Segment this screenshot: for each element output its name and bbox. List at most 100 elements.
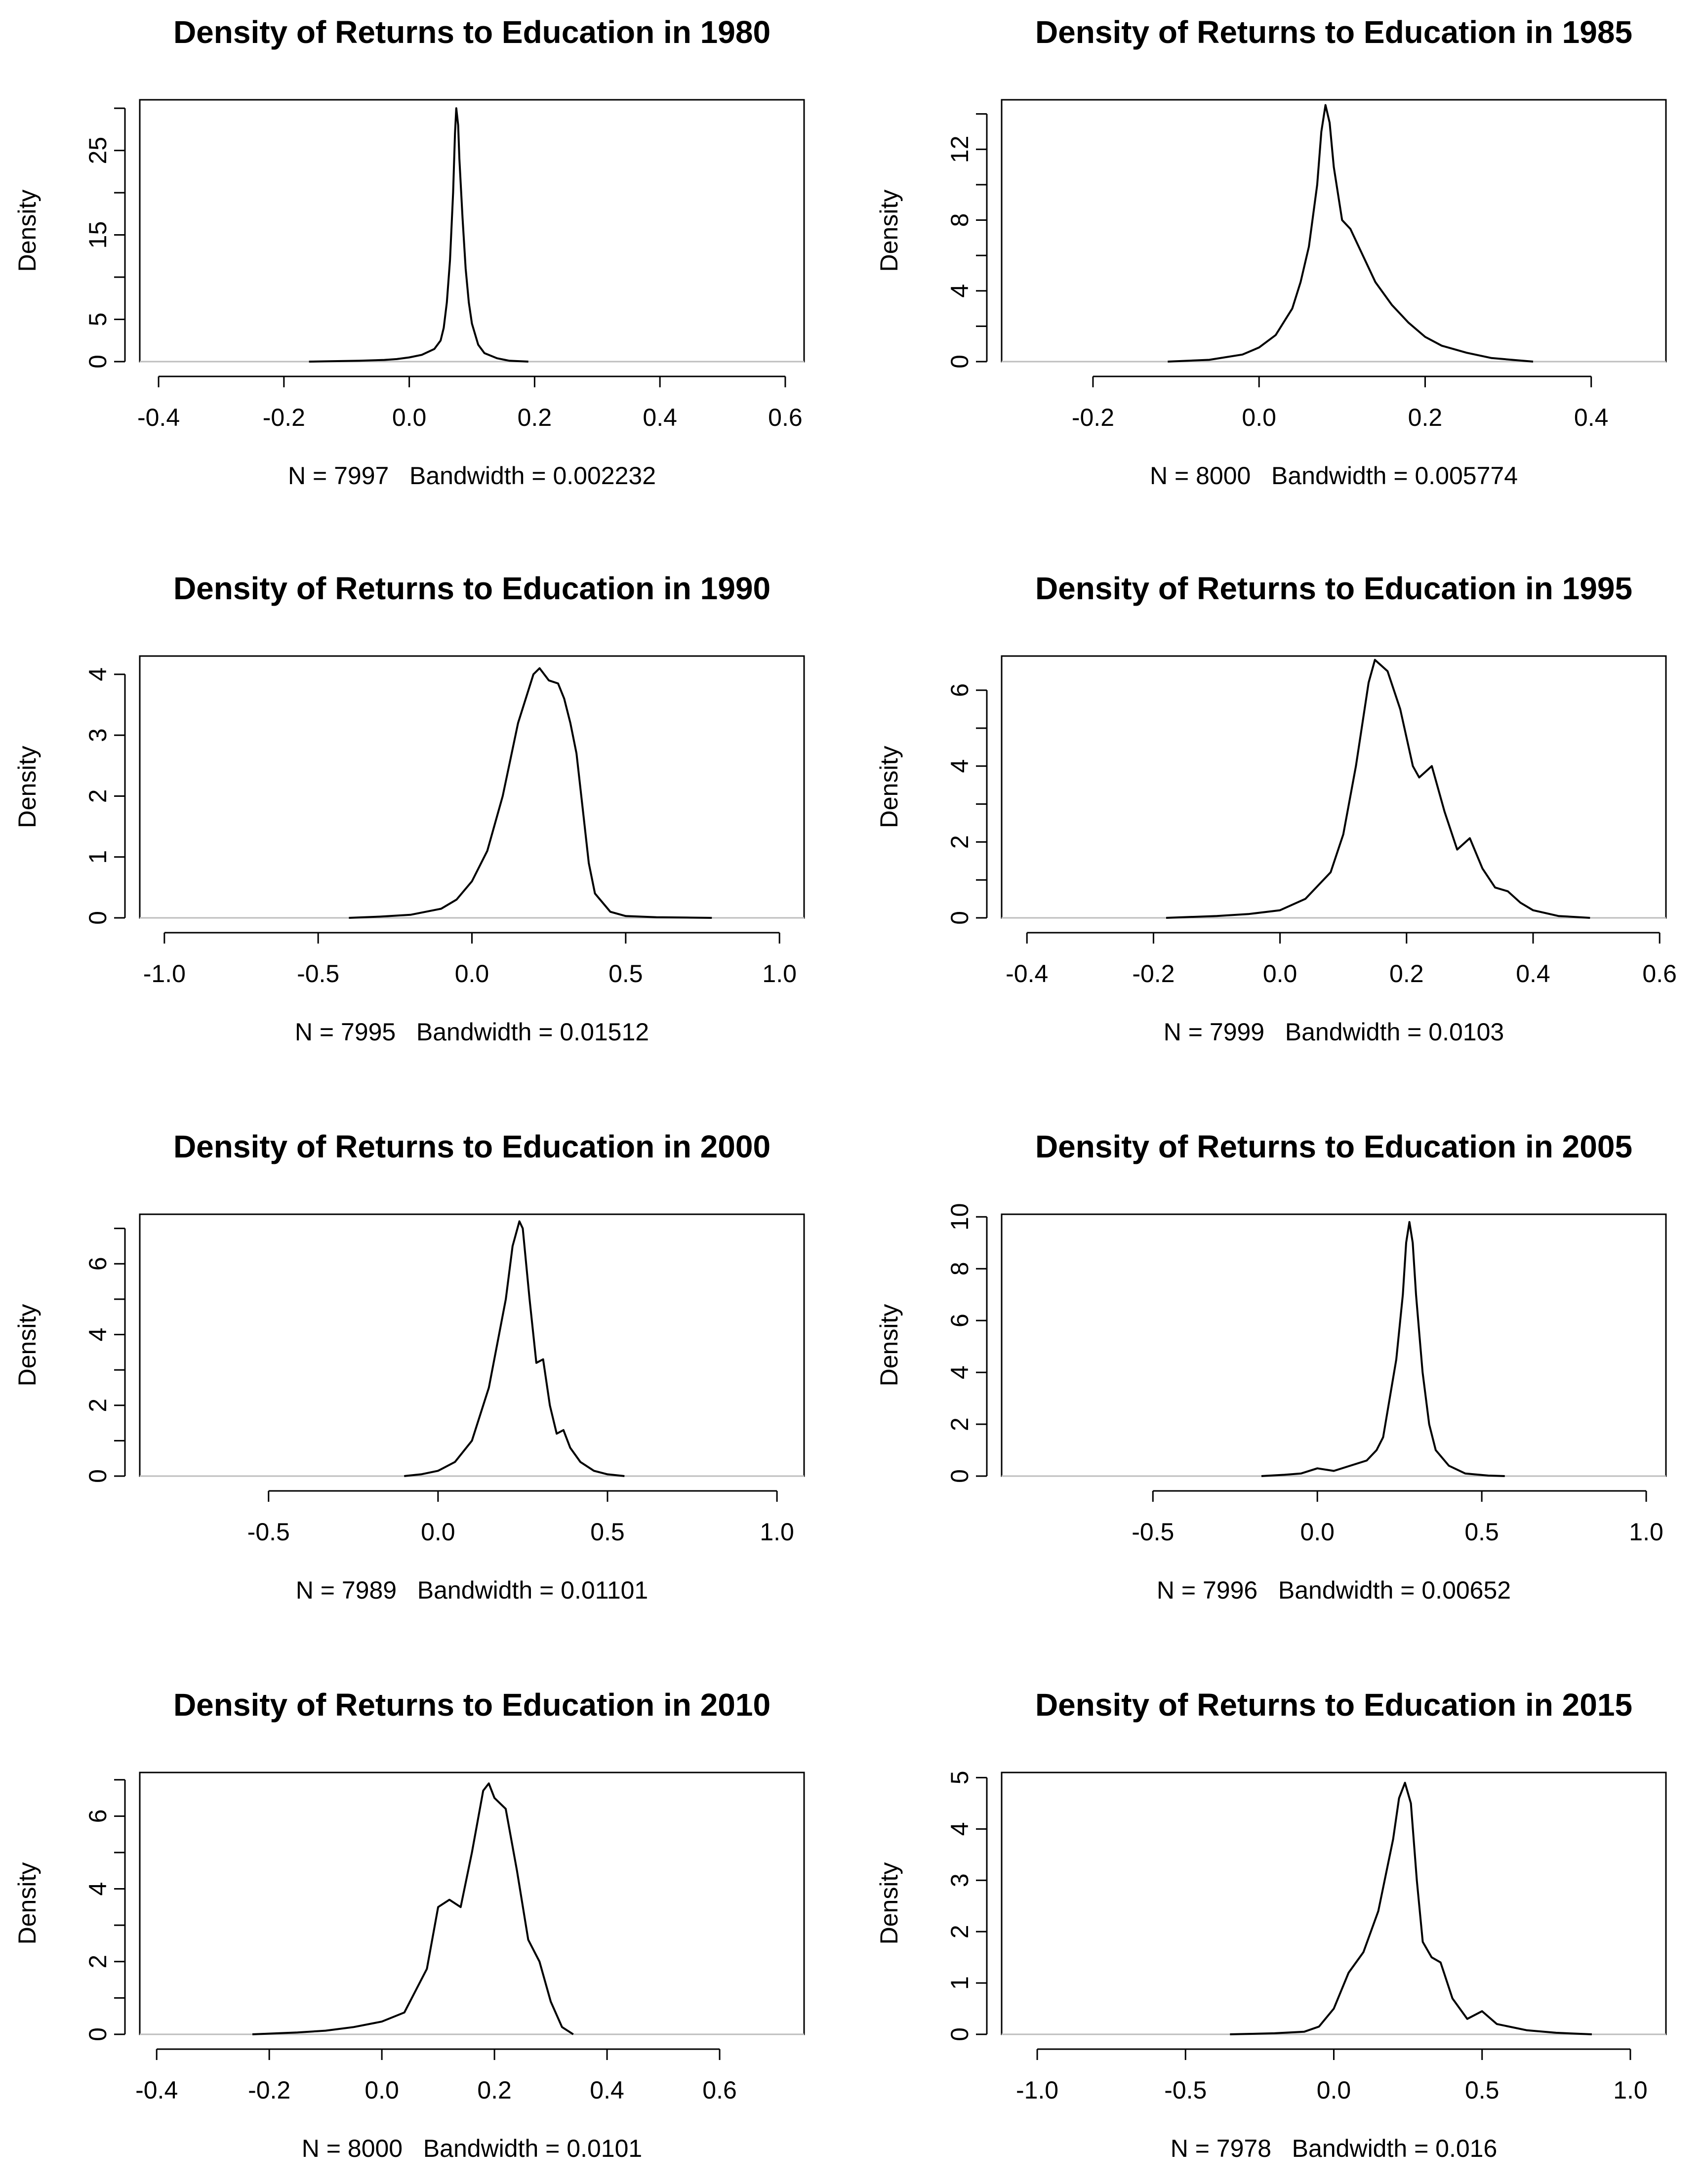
panel-4-x-tick-label: 1.0 [760,1518,794,1546]
panel-2-density-curve [349,667,712,919]
panel-5-subtitle: N = 7996 Bandwidth = 0.00652 [1157,1576,1511,1604]
panel-1-x-tick-label: 0.0 [1242,404,1276,431]
panel-6-y-tick-label: 2 [84,1955,112,1969]
panel-4-subtitle: N = 7989 Bandwidth = 0.01101 [296,1576,648,1604]
panel-7-y-tick-label: 0 [946,2027,973,2041]
panel-2-x-tick-label: -1.0 [143,960,186,988]
panel-6-x-tick-label: 0.4 [590,2076,624,2104]
panel-6-x-tick-label: 0.2 [477,2076,512,2104]
panel-7-x-tick-label: -1.0 [1016,2076,1058,2104]
panel-0-x-tick-label: 0.6 [768,404,803,431]
panel-1-x-tick-label: -0.2 [1072,404,1114,431]
panel-5-x-tick-label: 1.0 [1629,1518,1663,1546]
panel-2-x-tick-label: 1.0 [762,960,797,988]
panel-1-density-curve [1168,104,1534,363]
panel-0-x-tick-label: 0.0 [392,404,427,431]
panel-7-y-axis-title: Density [875,1862,903,1945]
panel-4-x-tick-label: -0.5 [247,1518,290,1546]
panel-0-title: Density of Returns to Education in 1980 [173,14,770,50]
panel-0-subtitle: N = 7997 Bandwidth = 0.002232 [288,462,656,490]
panel-3-x-tick-label: 0.0 [1263,960,1297,988]
panel-6-subtitle: N = 8000 Bandwidth = 0.0101 [302,2135,642,2162]
panel-2-subtitle: N = 7995 Bandwidth = 0.01512 [295,1018,649,1046]
panel-2-y-tick-label: 4 [84,667,112,681]
panel-5-y-axis-title: Density [875,1304,903,1387]
panel-6-y-tick-label: 0 [84,2027,112,2041]
panel-2-y-axis-title: Density [13,746,41,828]
panel-6-y-tick-label: 4 [84,1882,112,1896]
panel-0-y-tick-label: 0 [84,355,112,369]
panel-0-y-tick-label: 15 [84,221,112,249]
panel-3-y-tick-label: 0 [946,911,973,925]
panel-3-y-tick-label: 2 [946,835,973,849]
panel-7-title: Density of Returns to Education in 2015 [1035,1687,1632,1723]
panel-5-y-tick-label: 10 [946,1203,973,1231]
panel-4-y-axis-title: Density [13,1304,41,1387]
panel-1-subtitle: N = 8000 Bandwidth = 0.005774 [1150,462,1518,490]
panel-5-y-tick-label: 0 [946,1469,973,1483]
panel-7-y-tick-label: 5 [946,1771,973,1784]
panel-5-y-tick-label: 4 [946,1365,973,1379]
panel-7-plot-frame [1001,1772,1667,2035]
panel-3-plot-frame [1001,655,1667,919]
panel-5-plot-frame [1001,1213,1667,1477]
panel-5-x-tick-label: 0.0 [1300,1518,1335,1546]
panel-1-y-tick-label: 4 [946,284,973,298]
panel-4-y-tick-label: 4 [84,1328,112,1342]
panel-3-subtitle: N = 7999 Bandwidth = 0.0103 [1164,1018,1504,1046]
panel-6-x-tick-label: 0.0 [365,2076,399,2104]
panel-5-y-tick-label: 6 [946,1314,973,1327]
panel-2-plot-frame [139,655,805,919]
panel-7-subtitle: N = 7978 Bandwidth = 0.016 [1171,2135,1498,2162]
panel-2-x-tick-label: 0.5 [608,960,643,988]
panel-2-x-tick-label: 0.0 [455,960,489,988]
panel-6-title: Density of Returns to Education in 2010 [173,1687,770,1723]
panel-3-density-curve [1166,659,1590,919]
panel-3-y-tick-label: 6 [946,683,973,697]
panel-0-x-tick-label: 0.4 [643,404,677,431]
panel-5-y-tick-label: 8 [946,1262,973,1276]
panel-5-x-tick-label: -0.5 [1132,1518,1174,1546]
panel-3-x-tick-label: -0.4 [1006,960,1048,988]
panel-3-title: Density of Returns to Education in 1995 [1035,571,1632,606]
panel-1-y-tick-label: 8 [946,213,973,227]
panel-1-y-tick-label: 12 [946,135,973,163]
panel-7-x-tick-label: 1.0 [1613,2076,1648,2104]
panel-0-x-tick-label: -0.4 [137,404,180,431]
panel-2-y-tick-label: 0 [84,911,112,925]
panel-4-y-tick-label: 6 [84,1257,112,1271]
panel-0-y-tick-label: 25 [84,137,112,165]
panel-4-y-tick-label: 2 [84,1399,112,1412]
panel-3-x-tick-label: -0.2 [1132,960,1175,988]
panel-2-y-tick-label: 3 [84,728,112,742]
panel-7-x-tick-label: 0.0 [1317,2076,1351,2104]
panel-6-density-curve [252,1782,574,2035]
panel-1-title: Density of Returns to Education in 1985 [1035,14,1632,50]
panel-6-x-tick-label: 0.6 [702,2076,737,2104]
panel-7-y-tick-label: 2 [946,1925,973,1938]
panel-1-x-tick-label: 0.2 [1408,404,1443,431]
panel-2-y-tick-label: 2 [84,789,112,803]
panel-3-x-tick-label: 0.2 [1389,960,1424,988]
panel-0-y-axis-title: Density [13,190,41,272]
panel-4-plot-frame [139,1213,805,1477]
panel-1-y-axis-title: Density [875,190,903,272]
panel-4-title: Density of Returns to Education in 2000 [173,1129,770,1164]
panel-7-x-tick-label: 0.5 [1465,2076,1499,2104]
panel-7-y-tick-label: 1 [946,1976,973,1990]
panel-5-y-tick-label: 2 [946,1417,973,1431]
panel-7-y-tick-label: 3 [946,1873,973,1887]
panel-6-y-tick-label: 6 [84,1809,112,1823]
panel-3-x-tick-label: 0.4 [1516,960,1550,988]
panel-0-x-tick-label: 0.2 [518,404,552,431]
panel-3-x-tick-label: 0.6 [1642,960,1677,988]
panel-0-density-curve [309,107,528,363]
panel-1-x-tick-label: 0.4 [1574,404,1609,431]
panel-1-y-tick-label: 0 [946,355,973,369]
panel-4-x-tick-label: 0.5 [590,1518,625,1546]
panel-6-x-tick-label: -0.4 [135,2076,178,2104]
panel-0-y-tick-label: 5 [84,313,112,327]
panel-6-plot-frame [139,1772,805,2035]
panel-5-density-curve [1261,1221,1505,1477]
